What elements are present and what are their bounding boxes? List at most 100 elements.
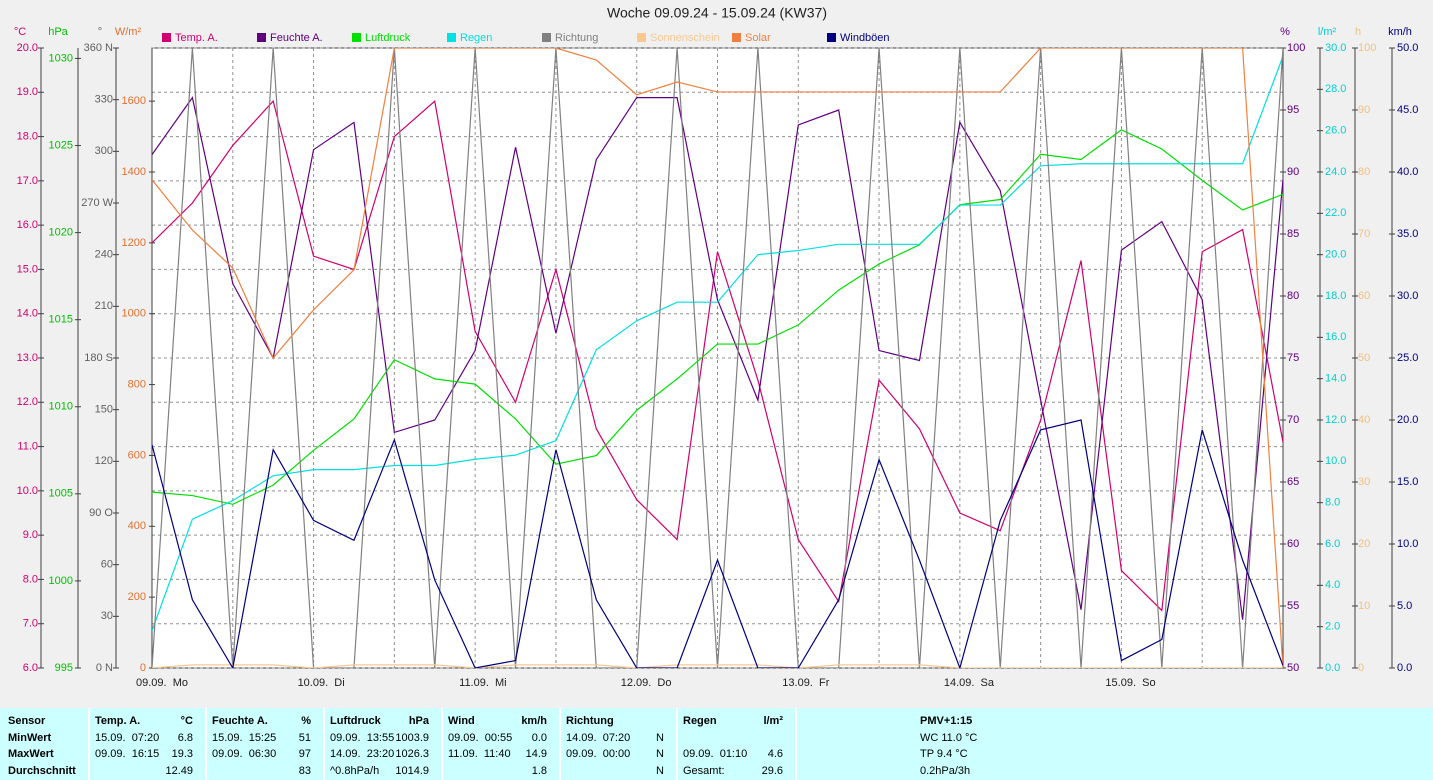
y-tick-label: 8.0 xyxy=(1325,497,1340,509)
y-tick-label: 19.0 xyxy=(17,86,38,98)
axis-unit: km/h xyxy=(1388,26,1412,38)
y-tick-label: 8.0 xyxy=(23,573,38,585)
axis-unit: l/m² xyxy=(1318,26,1337,38)
y-tick-label: 20.0 xyxy=(1397,414,1418,426)
separator xyxy=(795,708,797,780)
cell-time: 09.09. 16:15 xyxy=(95,748,160,760)
y-tick-label: 1200 xyxy=(122,237,146,249)
separator xyxy=(88,708,90,780)
legend-label: Feuchte A. xyxy=(270,32,323,44)
y-tick-label: 50 xyxy=(1287,662,1299,674)
series-line xyxy=(152,96,1283,620)
y-tick-label: 1005 xyxy=(49,488,73,500)
row-label: MaxWert xyxy=(8,748,54,760)
cell-value: 29.6 xyxy=(761,765,783,777)
y-tick-label: 100 xyxy=(1358,42,1376,54)
y-tick-label: 20.0 xyxy=(17,42,38,54)
y-tick-label: 10.0 xyxy=(1325,455,1346,467)
cell-value: 4.6 xyxy=(767,748,783,760)
y-tick-label: 270 W xyxy=(81,197,113,209)
y-tick-label: 20.0 xyxy=(1325,249,1346,261)
cell-value: 1003.9 xyxy=(395,732,429,744)
cell-time: Gesamt: xyxy=(683,765,725,777)
y-tick-label: 200 xyxy=(128,591,146,603)
y-tick-label: 24.0 xyxy=(1325,166,1346,178)
legend-label: Regen xyxy=(460,32,492,44)
axis-unit: °C xyxy=(14,26,26,38)
group-name: Richtung xyxy=(566,715,614,727)
y-tick-label: 1010 xyxy=(49,401,73,413)
group-unit: % xyxy=(301,715,311,727)
y-tick-label: 0 xyxy=(1358,662,1364,674)
y-tick-label: 120 xyxy=(95,455,113,467)
x-tick-label: 11.09. Mi xyxy=(459,677,507,689)
y-tick-label: 18.0 xyxy=(1325,290,1346,302)
legend-swatch xyxy=(257,33,266,42)
legend-swatch xyxy=(732,33,741,42)
series-line xyxy=(152,56,1283,632)
y-tick-label: 30.0 xyxy=(1397,290,1418,302)
y-tick-label: 1600 xyxy=(122,95,146,107)
separator xyxy=(559,708,561,780)
y-tick-label: 30.0 xyxy=(1325,42,1346,54)
series-line xyxy=(152,48,1283,668)
y-tick-label: 95 xyxy=(1287,104,1299,116)
y-tick-label: 800 xyxy=(128,378,146,390)
cell-time: 11.09. 11:40 xyxy=(448,748,511,760)
y-tick-label: 20 xyxy=(1358,538,1370,550)
y-tick-label: 100 xyxy=(1287,42,1305,54)
y-tick-label: 90 xyxy=(1358,104,1370,116)
y-tick-label: 0.0 xyxy=(1325,662,1340,674)
y-tick-label: 70 xyxy=(1287,414,1299,426)
group-name: Temp. A. xyxy=(95,715,141,727)
y-tick-label: 210 xyxy=(95,300,113,312)
y-tick-label: 85 xyxy=(1287,228,1299,240)
cell-time: 09.09. 01:10 xyxy=(683,748,748,760)
x-tick-label: 12.09. Do xyxy=(621,677,672,689)
cell-value: 0.0 xyxy=(531,732,547,744)
y-tick-label: 90 xyxy=(1287,166,1299,178)
y-tick-label: 1025 xyxy=(49,139,73,151)
y-tick-label: 7.0 xyxy=(23,618,38,630)
chart-title: Woche 09.09.24 - 15.09.24 (KW37) xyxy=(607,5,827,21)
y-tick-label: 0 xyxy=(140,662,146,674)
x-tick-label: 10.09. Di xyxy=(298,677,345,689)
y-tick-label: 10.0 xyxy=(1397,538,1418,550)
cell-value: 97 xyxy=(298,748,311,760)
y-tick-label: 240 xyxy=(95,249,113,261)
legend-swatch xyxy=(162,33,171,42)
separator xyxy=(205,708,207,780)
legend-label: Windböen xyxy=(840,32,890,44)
cell-time: ^0.8hPa/h xyxy=(330,765,380,777)
legend-label: Luftdruck xyxy=(365,32,411,44)
y-tick-label: 6.0 xyxy=(1325,538,1340,550)
chart: Woche 09.09.24 - 15.09.24 (KW37) 09.09. … xyxy=(14,5,1419,689)
y-tick-label: 50 xyxy=(1358,352,1370,364)
pmv-line: WC 11.0 °C xyxy=(920,732,978,744)
y-tick-label: 60 xyxy=(1287,538,1299,550)
y-tick-label: 1000 xyxy=(49,575,73,587)
cell-value: 51 xyxy=(298,732,311,744)
legend-swatch xyxy=(637,33,646,42)
axis-unit: % xyxy=(1280,26,1290,38)
y-tick-label: 30 xyxy=(101,610,113,622)
group-unit: l/m² xyxy=(763,715,783,727)
cell-value: 1.8 xyxy=(531,765,547,777)
y-tick-label: 0.0 xyxy=(1397,662,1412,674)
y-tick-label: 300 xyxy=(95,145,113,157)
y-tick-label: 70 xyxy=(1358,228,1370,240)
y-tick-label: 1000 xyxy=(122,308,146,320)
legend-label: Temp. A. xyxy=(175,32,218,44)
legend-label: Solar xyxy=(745,32,771,44)
y-tick-label: 995 xyxy=(55,662,73,674)
y-tick-label: 12.0 xyxy=(1325,414,1346,426)
cell-value: 1014.9 xyxy=(395,765,429,777)
y-tick-label: 16.0 xyxy=(1325,331,1346,343)
axis-unit: W/m² xyxy=(115,26,142,38)
y-tick-label: 22.0 xyxy=(1325,207,1346,219)
y-tick-label: 4.0 xyxy=(1325,579,1340,591)
group-unit: km/h xyxy=(521,715,547,727)
group-name: Luftdruck xyxy=(330,715,381,727)
group-unit: hPa xyxy=(408,715,429,727)
cell-value: 83 xyxy=(298,765,311,777)
